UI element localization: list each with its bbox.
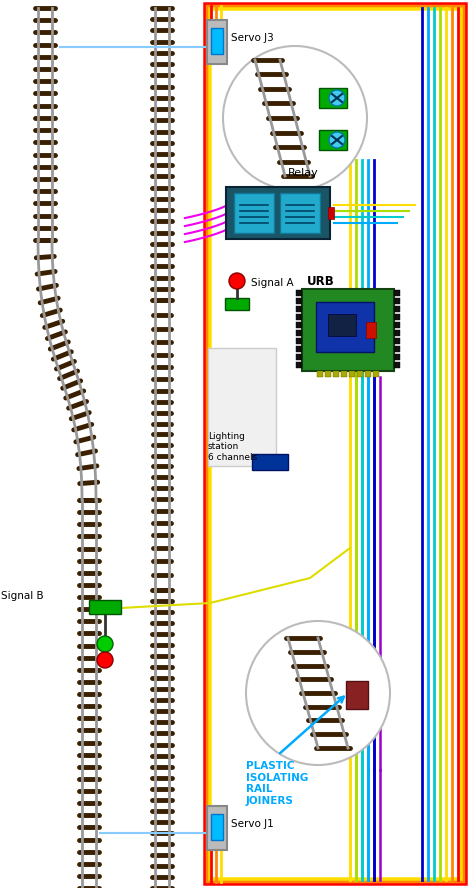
Text: Lighting
station
6 channels: Lighting station 6 channels <box>208 432 257 462</box>
Text: Servo J1: Servo J1 <box>231 819 274 829</box>
Bar <box>296 290 302 296</box>
Circle shape <box>329 132 345 148</box>
Bar <box>296 330 302 336</box>
Text: Signal A: Signal A <box>251 278 293 288</box>
Bar <box>394 330 400 336</box>
Bar <box>373 371 379 377</box>
Bar <box>394 290 400 296</box>
Bar <box>296 322 302 328</box>
Bar <box>341 371 347 377</box>
Bar <box>296 298 302 304</box>
Bar <box>325 371 331 377</box>
Bar <box>365 371 371 377</box>
Text: Relay: Relay <box>288 168 319 178</box>
Circle shape <box>223 46 367 190</box>
Bar <box>296 338 302 344</box>
Bar <box>252 454 288 470</box>
Bar <box>319 88 347 108</box>
Circle shape <box>229 273 245 289</box>
Bar <box>394 362 400 368</box>
Bar <box>394 338 400 344</box>
Bar <box>333 371 339 377</box>
Bar <box>296 354 302 360</box>
Circle shape <box>246 621 390 765</box>
Bar <box>302 289 394 371</box>
Bar <box>296 306 302 312</box>
Bar <box>296 346 302 352</box>
Bar <box>319 130 347 150</box>
Bar <box>316 302 374 352</box>
Circle shape <box>97 636 113 652</box>
Bar <box>394 346 400 352</box>
Text: Signal B: Signal B <box>1 591 44 601</box>
Bar <box>207 806 227 850</box>
Bar <box>394 354 400 360</box>
Bar <box>226 187 330 239</box>
Bar <box>328 314 356 336</box>
Text: URB: URB <box>307 274 335 288</box>
Bar <box>328 207 334 219</box>
Text: PLASTIC
ISOLATING
RAIL
JOINERS: PLASTIC ISOLATING RAIL JOINERS <box>246 761 309 805</box>
Bar <box>296 314 302 320</box>
Bar <box>394 306 400 312</box>
Bar <box>234 193 274 233</box>
Bar <box>211 28 223 54</box>
Bar <box>394 314 400 320</box>
Bar <box>296 362 302 368</box>
Bar <box>366 322 376 338</box>
Bar <box>394 322 400 328</box>
Bar <box>208 348 276 466</box>
Bar <box>207 20 227 64</box>
Bar <box>317 371 323 377</box>
Bar <box>211 814 223 840</box>
Bar <box>225 298 249 310</box>
Bar <box>349 371 355 377</box>
Bar <box>89 600 121 614</box>
Bar <box>394 298 400 304</box>
Text: Servo J3: Servo J3 <box>231 33 274 43</box>
Circle shape <box>329 90 345 106</box>
Bar <box>280 193 320 233</box>
Bar <box>346 681 368 709</box>
Circle shape <box>97 652 113 668</box>
Bar <box>357 371 363 377</box>
